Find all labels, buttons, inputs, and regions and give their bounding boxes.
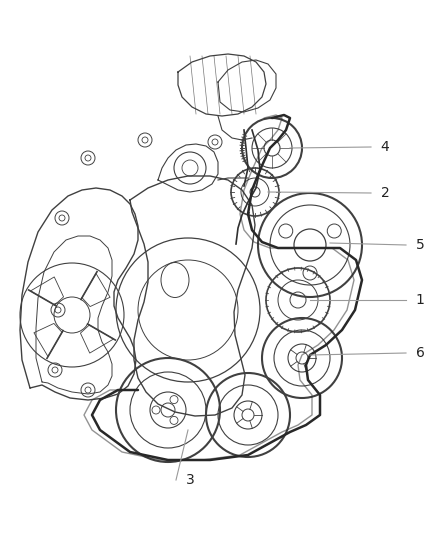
Text: 5: 5 xyxy=(416,238,424,252)
Text: 6: 6 xyxy=(416,346,424,360)
Text: 3: 3 xyxy=(186,473,194,487)
Text: 4: 4 xyxy=(381,140,389,154)
Text: 2: 2 xyxy=(381,186,389,200)
Text: 1: 1 xyxy=(416,293,424,307)
